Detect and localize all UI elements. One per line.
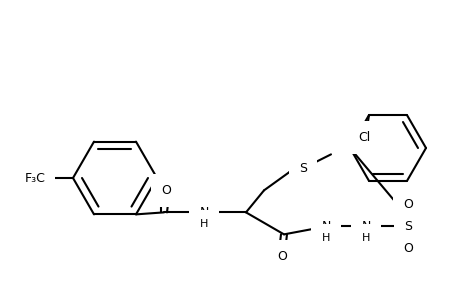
Text: N: N [321, 220, 330, 233]
Text: H: H [361, 233, 369, 243]
Text: S: S [403, 220, 411, 233]
Text: O: O [161, 184, 171, 197]
Text: H: H [321, 233, 330, 243]
Text: Cl: Cl [357, 130, 369, 144]
Text: O: O [276, 250, 286, 263]
Text: S: S [298, 162, 306, 175]
Text: F₃C: F₃C [24, 172, 45, 184]
Text: O: O [402, 198, 412, 211]
Text: H: H [199, 219, 208, 230]
Text: O: O [402, 242, 412, 255]
Text: N: N [360, 220, 370, 233]
Text: N: N [199, 206, 208, 219]
